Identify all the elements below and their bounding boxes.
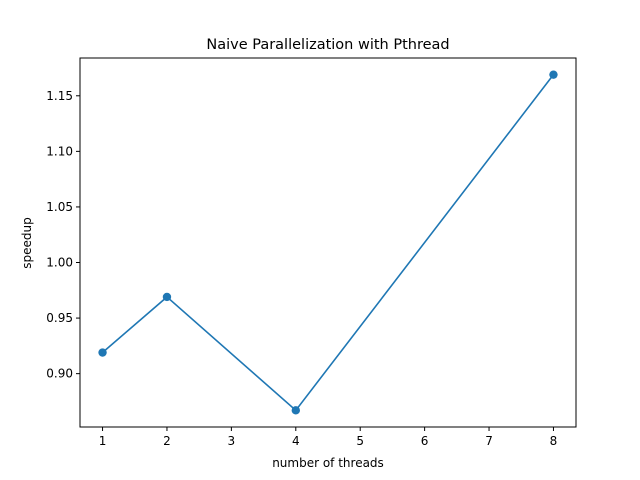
data-point xyxy=(98,348,107,357)
axes-frame xyxy=(79,57,577,428)
y-tick-label: 1.05 xyxy=(46,200,73,214)
data-point xyxy=(162,292,172,302)
plot-area xyxy=(79,57,577,428)
y-axis-ticks: 0.90 0.95 1.00 1.05 1.10 1.15 xyxy=(46,89,80,381)
y-tick-label: 0.95 xyxy=(46,311,73,325)
x-tick-label: 7 xyxy=(485,434,493,448)
data-point xyxy=(549,70,558,79)
x-tick-label: 1 xyxy=(99,434,107,448)
x-tick-label: 4 xyxy=(292,434,300,448)
x-tick-label: 2 xyxy=(163,434,171,448)
chart-title: Naive Parallelization with Pthread xyxy=(206,37,449,53)
y-tick-label: 1.10 xyxy=(46,144,73,158)
y-tick-label: 0.90 xyxy=(46,367,73,381)
x-axis-ticks: 1 2 3 4 5 6 7 8 xyxy=(99,427,558,448)
y-tick-label: 1.00 xyxy=(46,256,73,270)
x-axis-label: number of threads xyxy=(272,456,384,470)
y-tick-label: 1.15 xyxy=(46,89,73,103)
x-tick-label: 3 xyxy=(228,434,236,448)
data-point xyxy=(291,406,300,415)
x-tick-label: 5 xyxy=(356,434,364,448)
x-tick-label: 8 xyxy=(550,434,558,448)
series-line xyxy=(102,74,555,412)
y-axis-label: speedup xyxy=(20,217,34,268)
x-tick-label: 6 xyxy=(421,434,429,448)
